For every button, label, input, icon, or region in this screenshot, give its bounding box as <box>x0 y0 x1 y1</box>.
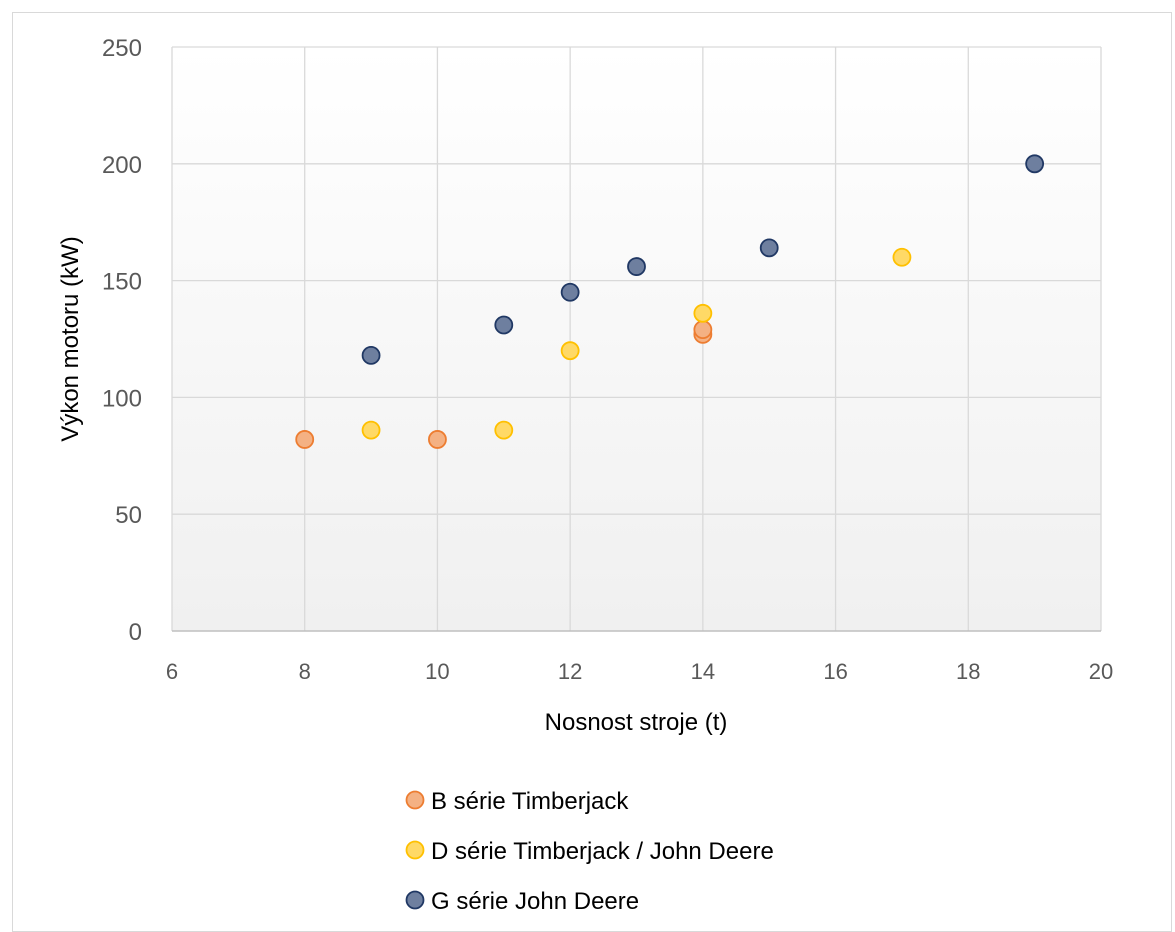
x-tick-label: 10 <box>425 659 449 684</box>
y-axis-title: Výkon motoru (kW) <box>57 236 84 441</box>
y-tick-label: 100 <box>102 385 142 412</box>
plot-area <box>172 47 1101 631</box>
legend-label: G série John Deere <box>431 888 639 915</box>
y-tick-label: 0 <box>129 619 142 646</box>
data-point <box>494 315 514 335</box>
legend-label: B série Timberjack <box>431 788 629 815</box>
data-point <box>361 420 381 440</box>
x-tick-label: 12 <box>558 659 582 684</box>
y-tick-label: 150 <box>102 269 142 296</box>
legend-marker <box>405 840 425 860</box>
data-point <box>295 430 315 449</box>
data-point <box>494 420 514 440</box>
data-points <box>295 154 1045 449</box>
data-point <box>560 341 580 361</box>
data-point <box>892 247 912 267</box>
legend-marker <box>405 890 425 910</box>
y-tick-label: 250 <box>102 35 142 62</box>
y-tick-label: 50 <box>115 502 142 529</box>
legend-label: D série Timberjack / John Deere <box>431 838 774 865</box>
y-tick-label: 200 <box>102 152 142 179</box>
x-tick-label: 14 <box>691 659 715 684</box>
x-tick-label: 16 <box>823 659 847 684</box>
data-point <box>693 303 713 323</box>
legend: B série Timberjack D série Timberjack / J… <box>405 788 774 915</box>
data-point <box>759 238 779 258</box>
tick-labels: 0 50 100 150 200 250 6 8 10 12 14 16 18 20 <box>102 35 1113 684</box>
legend-marker <box>405 790 425 810</box>
data-point <box>361 345 381 365</box>
data-point <box>693 320 713 340</box>
data-point <box>560 282 580 302</box>
x-axis-title: Nosnost stroje (t) <box>545 709 728 736</box>
data-point <box>627 257 646 276</box>
x-tick-label: 20 <box>1089 659 1113 684</box>
x-tick-label: 18 <box>956 659 980 684</box>
data-point <box>428 430 447 449</box>
x-tick-label: 6 <box>166 659 178 684</box>
data-point <box>1025 154 1045 174</box>
x-tick-label: 8 <box>299 659 311 684</box>
